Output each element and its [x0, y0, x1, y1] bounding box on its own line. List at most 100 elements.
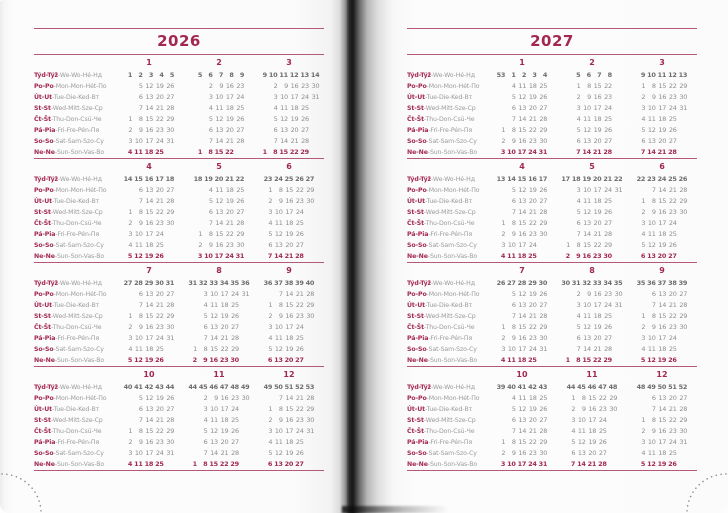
sunday-date: 7	[576, 148, 581, 156]
day-label-abbr-accent: So-So	[407, 450, 427, 457]
sunday-date	[305, 251, 316, 262]
day-label-abbr-accent: So-So	[34, 242, 54, 249]
day-label-abbr-gray: -Fri-Fre-Pén-Пя	[55, 439, 100, 446]
day-label-abbr-gray: -Thu-Don-Csü-Че	[423, 428, 475, 435]
week-number: 17	[155, 175, 164, 183]
date: 13	[280, 126, 288, 134]
date: 30	[311, 82, 320, 90]
date	[310, 125, 321, 136]
date: 17	[658, 104, 667, 112]
week-column: 14 1 2 3 4 5	[123, 174, 134, 262]
date: 23	[604, 290, 612, 298]
date: 11	[647, 345, 656, 353]
date	[310, 136, 321, 147]
date: 23	[225, 241, 234, 249]
date	[608, 415, 619, 426]
date: 22	[528, 438, 537, 446]
day-label-tue: Út-Ut-Tue-Die-Ked-Вт	[407, 92, 487, 103]
date: 20	[593, 219, 602, 227]
date: 25	[301, 104, 309, 112]
week-column: 50 13 14 15 16 17 18 19	[657, 382, 668, 470]
day-label-abbr-accent: Ne-Ne	[407, 149, 428, 156]
day-label-abbr-gray: -Tue-Die-Ked-Вт	[52, 302, 100, 309]
date	[188, 333, 199, 344]
date: 19	[285, 230, 294, 238]
date: 3	[208, 93, 213, 101]
week-column: 51 20 21 22 23 24 25 26	[667, 382, 678, 470]
date: 16	[658, 208, 667, 216]
week-number: 40	[123, 383, 133, 391]
date: 5	[268, 449, 273, 457]
date: 4	[641, 230, 646, 238]
date: 10	[134, 230, 143, 238]
sunday-date: 9	[203, 356, 208, 364]
date: 7	[138, 197, 143, 205]
date: 9	[138, 126, 143, 134]
week-column: 19 4 5 6 7 8 9 10	[203, 174, 214, 262]
date: 27	[539, 104, 548, 112]
date: 9	[651, 93, 656, 101]
date: 13	[658, 394, 667, 402]
date: 26	[166, 394, 175, 402]
date: 5	[511, 405, 516, 413]
date	[678, 229, 689, 240]
week-column: 18 3 4 5 6 7 8 9	[571, 174, 582, 262]
sunday-date	[240, 459, 251, 470]
day-label-thu: Čt-Št-Thu-Don-Csü-Че	[34, 322, 114, 333]
week-number: 49	[263, 383, 273, 391]
sunday-date: 21	[657, 148, 667, 156]
date	[678, 240, 689, 251]
date: 29	[539, 126, 548, 134]
date: 29	[166, 427, 175, 435]
date: 9	[511, 334, 516, 342]
date: 9	[651, 208, 656, 216]
date: 24	[155, 449, 164, 457]
date: 13	[647, 137, 656, 145]
date: 21	[593, 345, 602, 353]
week-column: 3 12 13 14 15 16 17 18	[144, 70, 155, 158]
date: 13	[145, 405, 154, 413]
date	[193, 114, 204, 125]
date: 25	[155, 345, 164, 353]
date	[678, 136, 689, 147]
date: 31	[166, 449, 175, 457]
year-title: 2027	[407, 28, 697, 55]
date: 6	[651, 290, 656, 298]
week-column: 6 2 3 4 5 6 7 8	[203, 70, 214, 158]
day-label-abbr-gray: -We-Wo-Hé-Нд	[431, 72, 475, 79]
date: 2	[128, 323, 133, 331]
day-label-abbr-gray: -Mon-Mon-Hét-По	[53, 187, 107, 194]
date: 1	[128, 115, 133, 123]
week-column: 51 14 15 16 17 18 19 20	[284, 382, 295, 470]
week-number: 30	[561, 279, 570, 287]
date: 2	[268, 197, 273, 205]
week-number: 9	[239, 71, 245, 79]
week-number: 14	[123, 175, 133, 183]
week-number: 14	[507, 175, 516, 183]
date: 3	[128, 449, 133, 457]
week-column: 30 20 21 22 23 24 25 26	[154, 278, 165, 366]
sunday-date: 13	[274, 356, 283, 364]
date: 25	[539, 82, 548, 90]
day-label-fri: Pá-Pia-Fri-Fre-Pén-Пя	[407, 437, 487, 448]
date: 16	[290, 82, 299, 90]
day-label-abbr-accent: St-St	[407, 313, 424, 320]
date: 2	[576, 93, 581, 101]
date: 11	[647, 115, 656, 123]
day-label-tue: Út-Ut-Tue-Die-Ked-Вт	[407, 404, 487, 415]
date: 12	[583, 126, 591, 134]
date	[305, 448, 316, 459]
date: 20	[528, 301, 537, 309]
date: 1	[198, 230, 203, 238]
week-column: 43 25 26 27 28 29 30 31	[538, 382, 549, 470]
sunday-date: 25	[155, 460, 164, 468]
date: 24	[155, 334, 164, 342]
week-grid: 27 1 2 3 4 5 28 6 7 8 9 10 11 12 29 13 14 15 16 17 18 19 30 20 2…	[114, 278, 184, 366]
week-number: 18	[571, 175, 581, 183]
day-label-week: Týd-Týž-We-Wo-Hé-Нд	[34, 382, 114, 393]
date: 29	[306, 301, 315, 309]
date	[193, 103, 204, 114]
day-label-abbr-accent: Týd-Týž	[34, 72, 59, 79]
day-label-abbr-gray: -Mon-Mon-Hét-По	[426, 187, 480, 194]
